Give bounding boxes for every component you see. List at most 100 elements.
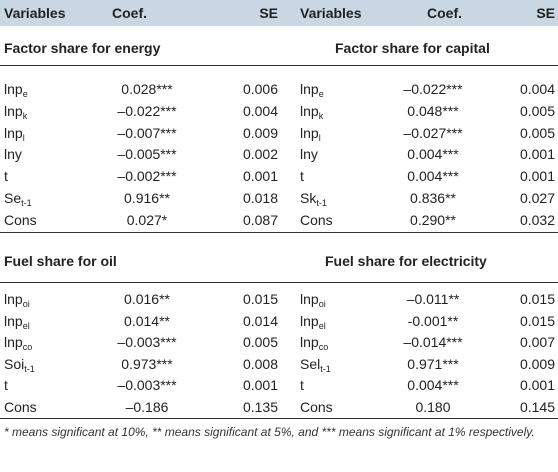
section-title-row-top: Factor share for energy Factor share for…	[0, 37, 558, 59]
se-left: 0.135	[242, 399, 278, 415]
coef-left: 0.016**	[124, 291, 170, 307]
coef-left: –0.003***	[117, 377, 177, 394]
coef-right: 0.290**	[410, 211, 456, 228]
variable-left: t	[4, 168, 8, 185]
coef-left: 0.027*	[126, 211, 168, 228]
se-left: 0.001	[242, 377, 278, 394]
variable-left: lnpl	[4, 124, 25, 143]
se-left: 0.008	[242, 355, 278, 372]
variable-right: lny	[300, 146, 318, 163]
section-divider-top	[0, 65, 558, 66]
variable-right-subscript: l	[318, 132, 321, 143]
table-bottom-rule	[0, 418, 558, 419]
se-left: 0.014	[242, 312, 278, 329]
variable-right-subscript: t-1	[316, 198, 327, 208]
se-right: 0.145	[519, 399, 555, 415]
section-divider-bottom	[0, 282, 558, 283]
top-panel-row: lnpl –0.007*** 0.009 lnpl –0.027*** 0.005	[0, 122, 558, 144]
coef-right: 0.048***	[407, 102, 459, 119]
coef-right: 0.836**	[410, 190, 456, 206]
se-right: 0.027	[519, 190, 555, 206]
table-footnote: * means significant at 10%, ** means sig…	[4, 425, 535, 439]
variable-left-subscript: el	[22, 320, 30, 331]
se-right: 0.001	[519, 377, 555, 394]
variable-right-subscript: el	[318, 320, 326, 331]
se-left: 0.018	[242, 190, 278, 206]
section-title-electricity: Fuel share for electricity	[325, 253, 487, 269]
variable-left-subscript: oi	[22, 299, 30, 309]
se-right: 0.004	[519, 81, 555, 97]
coef-left: –0.003***	[117, 334, 177, 351]
variable-right: lnpel	[300, 312, 326, 331]
bottom-panel-row: t –0.003*** 0.001 t 0.004*** 0.001	[0, 374, 558, 396]
se-right: 0.005	[519, 124, 555, 141]
se-right: 0.001	[519, 146, 555, 163]
se-right: 0.015	[519, 291, 555, 307]
se-left: 0.087	[242, 211, 278, 228]
variable-left: Cons	[4, 211, 37, 228]
variable-left: Set-1	[4, 190, 32, 208]
coef-right: 0.180	[415, 399, 451, 415]
variable-left: lnpoi	[4, 291, 30, 309]
variable-left-subscript: k	[22, 110, 28, 121]
top-panel-row: Set-1 0.916** 0.018 Skt-1 0.836** 0.027	[0, 187, 558, 209]
coef-right: –0.011**	[406, 291, 460, 307]
variable-right: lnpl	[300, 124, 321, 143]
section-title-row-bottom: Fuel share for oil Fuel share for electr…	[0, 250, 558, 272]
coef-left: –0.007***	[117, 124, 177, 141]
variable-left: lnpel	[4, 312, 30, 331]
coef-left: 0.028***	[121, 81, 173, 97]
variable-left-subscript: e	[22, 89, 28, 99]
variable-right: lnpk	[300, 102, 324, 121]
variable-right-subscript: k	[318, 110, 324, 121]
top-panel-row: lnpe 0.028*** 0.006 lnpe –0.022*** 0.004	[0, 78, 558, 100]
variable-left: t	[4, 377, 8, 394]
header-variables-left: Variables	[4, 5, 66, 21]
table-header: Variables Coef. SE Variables Coef. SE	[0, 0, 558, 26]
coef-left: –0.002***	[117, 168, 177, 185]
variable-left: Cons	[4, 399, 37, 415]
se-left: 0.015	[242, 291, 278, 307]
variable-left: Soit-1	[4, 355, 35, 374]
variable-left-subscript: l	[22, 132, 25, 143]
bottom-panel-row: Soit-1 0.973*** 0.008 Selt-1 0.971*** 0.009	[0, 353, 558, 375]
top-panel-row: lny –0.005*** 0.002 lny 0.004*** 0.001	[0, 143, 558, 165]
se-left: 0.005	[242, 334, 278, 351]
top-panel-row: Cons 0.027* 0.087 Cons 0.290** 0.032	[0, 209, 558, 231]
coef-left: –0.186	[125, 399, 169, 415]
header-se-left: SE	[259, 5, 278, 21]
coef-right: 0.004***	[407, 168, 459, 185]
coef-left: –0.022***	[117, 102, 177, 119]
coef-left: 0.916**	[124, 190, 170, 206]
variable-right: Cons	[300, 399, 333, 415]
variable-left: lny	[4, 146, 22, 163]
variable-right: Cons	[300, 211, 333, 228]
coef-right: 0.971***	[407, 355, 459, 372]
variable-right-subscript: co	[318, 342, 329, 353]
coef-right: 0.004***	[407, 146, 459, 163]
variable-right-subscript: oi	[318, 299, 326, 309]
header-coef-right: Coef.	[427, 5, 462, 21]
variable-right-subscript: e	[318, 89, 324, 99]
se-right: 0.001	[519, 168, 555, 185]
se-right: 0.009	[519, 355, 555, 372]
variable-left-subscript: t-1	[21, 198, 32, 208]
variable-left-subscript: t-1	[24, 363, 35, 374]
variable-left: lnpk	[4, 102, 28, 121]
variable-right: lnpe	[300, 81, 324, 99]
variable-left-subscript: co	[22, 342, 33, 353]
bottom-panel-row: lnpco –0.003*** 0.005 lnpco –0.014*** 0.007	[0, 331, 558, 353]
coef-right: –0.027***	[403, 124, 463, 141]
variable-right: t	[300, 168, 304, 185]
coef-right: –0.022***	[403, 81, 463, 97]
header-se-right: SE	[536, 5, 555, 21]
bottom-panel-row: Cons –0.186 0.135 Cons 0.180 0.145	[0, 396, 558, 418]
header-variables-right: Variables	[300, 5, 362, 21]
variable-left: lnpco	[4, 334, 33, 353]
se-right: 0.005	[519, 102, 555, 119]
coef-left: –0.005***	[117, 146, 177, 163]
bottom-panel-row: lnpel 0.014** 0.014 lnpel -0.001** 0.015	[0, 310, 558, 332]
bottom-panel-row: lnpoi 0.016** 0.015 lnpoi –0.011** 0.015	[0, 288, 558, 310]
se-left: 0.006	[242, 81, 278, 97]
section-title-energy: Factor share for energy	[4, 40, 161, 56]
